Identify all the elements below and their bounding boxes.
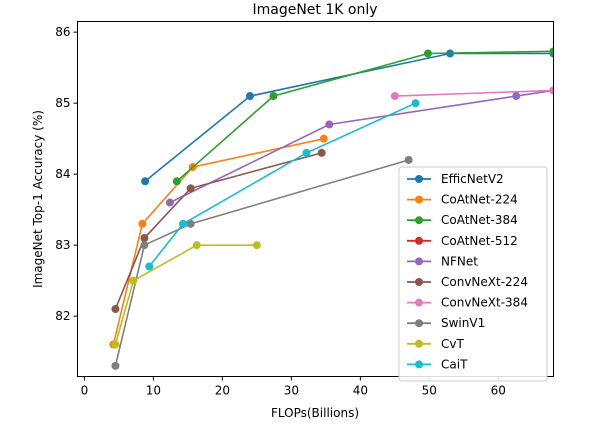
y-tick-label: 86 [55,25,70,39]
data-point [145,262,154,271]
x-tick-label: 10 [146,384,161,398]
data-point [252,241,261,250]
data-point [423,49,432,58]
data-point [302,148,311,157]
legend-item: CoAtNet-224 [407,193,518,207]
data-point [404,155,413,164]
data-point [317,148,326,157]
x-tick-label: 60 [491,384,506,398]
y-tick-label: 83 [55,238,70,252]
legend-item: ConvNeXt-224 [407,275,528,289]
series-line-efficnetv2 [144,52,554,182]
legend-swatch-marker [415,216,423,225]
chart-title: ImageNet 1K only [252,2,377,18]
data-point [179,219,188,228]
legend-label: ConvNeXt-384 [441,296,528,310]
data-point [245,92,254,101]
x-tick-label: 20 [215,384,230,398]
legend-label: CoAtNet-512 [441,234,518,248]
series-line-coatnet-224 [112,137,324,345]
data-point [111,361,120,370]
data-point [141,177,150,186]
series-line-nfnet [169,89,554,204]
data-point [549,47,554,56]
data-point [138,219,147,228]
legend-label: CvT [441,337,464,351]
legend-label: SwinV1 [441,316,485,330]
legend-swatch-marker [415,298,423,307]
x-tick-label: 50 [422,384,437,398]
data-point [140,241,149,250]
legend-label: NFNet [441,254,478,268]
legend-label: EfficNetV2 [441,172,504,186]
series-cait [145,99,420,271]
legend-label: ConvNeXt-224 [441,275,528,289]
legend-box [398,166,548,382]
legend-swatch-marker [415,195,423,204]
data-point [165,198,174,207]
series-line-convnext-384 [394,89,554,97]
legend-item: CaiT [407,357,468,371]
legend: EfficNetV2 CoAtNet-224 CoAtNet-384 CoAtNet-… [398,166,548,382]
data-point [549,86,554,95]
x-tick-label: 30 [284,384,299,398]
data-point [172,177,181,186]
data-point [512,92,521,101]
data-point [390,92,399,101]
data-point [140,234,149,243]
legend-label: CoAtNet-224 [441,193,518,207]
data-point [192,241,201,250]
series-line-coatnet-384 [176,50,554,182]
series-convnext-384 [390,86,554,101]
data-point [186,219,195,228]
y-axis-label: ImageNet Top-1 Accuracy (%) [31,110,45,288]
legend-item: EfficNetV2 [407,172,504,186]
series-line-swinv1 [114,159,409,367]
legend-item: CvT [407,337,464,351]
legend-swatch-marker [415,319,423,328]
data-point [129,276,138,285]
legend-swatch-marker [415,175,423,183]
series-line-convnext-224 [114,152,322,310]
series-convnext-224 [111,148,326,314]
series-cvt [111,241,261,349]
legend-swatch-marker [415,339,423,348]
legend-item: SwinV1 [407,316,485,330]
x-tick-label: 40 [353,384,368,398]
x-tick-label: 0 [81,384,89,398]
data-point [111,305,120,314]
x-axis-label: FLOPs(Billions) [271,406,359,420]
legend-item: NFNet [407,254,478,268]
legend-item: CoAtNet-384 [407,213,518,227]
series-coatnet-384 [172,47,554,186]
data-point [269,92,278,101]
legend-label: CoAtNet-384 [441,213,518,227]
data-point [319,134,328,143]
legend-item: CoAtNet-512 [407,234,518,248]
series-line-cait [148,102,416,267]
series-swinv1 [111,155,413,370]
data-point [111,340,120,349]
y-tick-label: 82 [55,309,70,323]
data-point [325,120,334,129]
legend-swatch-marker [415,236,423,245]
data-point [186,184,195,193]
legend-label: CaiT [441,357,468,371]
data-point [411,99,420,108]
legend-swatch-marker [415,278,423,286]
y-tick-label: 85 [55,96,70,110]
legend-swatch-marker [415,360,423,369]
legend-swatch-marker [415,257,423,266]
y-tick-label: 84 [55,167,70,181]
series-line-cvt [114,244,257,345]
plot-frame [77,21,554,377]
legend-item: ConvNeXt-384 [407,296,528,310]
